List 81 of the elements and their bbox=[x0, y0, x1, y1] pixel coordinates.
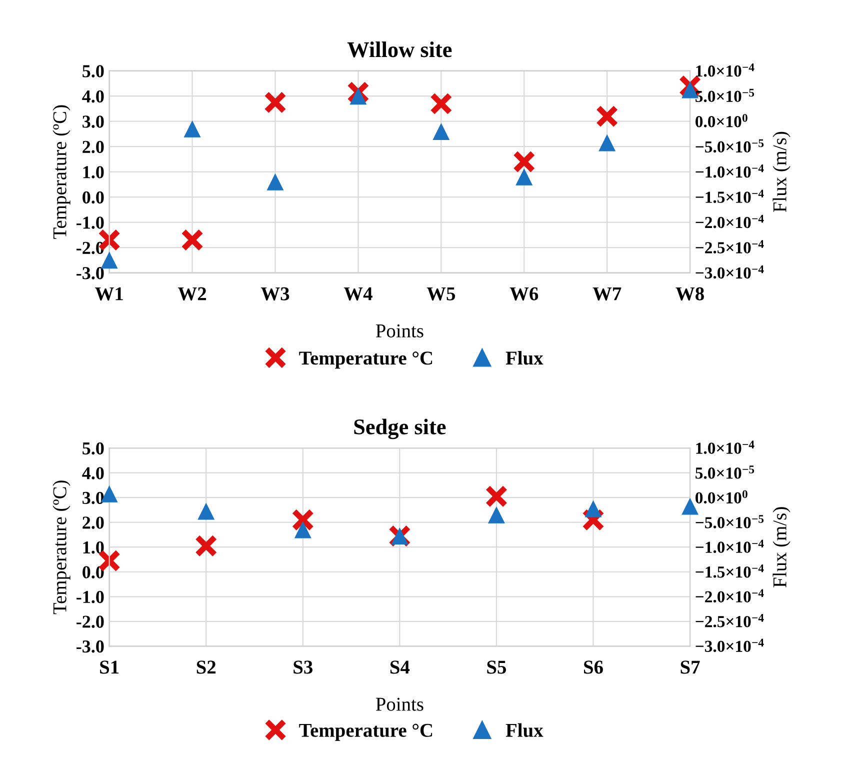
legend-label: Flux bbox=[506, 350, 544, 365]
point bbox=[485, 485, 508, 508]
point bbox=[194, 534, 218, 558]
x-tick-label: S7 bbox=[680, 660, 700, 674]
x-tick-label: S6 bbox=[584, 660, 603, 674]
y-tick-label: 2.0 bbox=[82, 516, 104, 529]
y2-tick-label: −5.0×10$^{−5}$ bbox=[696, 139, 764, 153]
point bbox=[432, 122, 450, 140]
x-tick-label: W3 bbox=[260, 287, 290, 300]
point bbox=[292, 508, 314, 532]
y-tick-label: 5.0 bbox=[82, 65, 104, 78]
point bbox=[516, 168, 533, 186]
y-tick-label: 3.0 bbox=[82, 116, 104, 128]
x-tick-label: W1 bbox=[95, 287, 123, 300]
legend-label: Flux bbox=[506, 723, 544, 737]
point bbox=[266, 173, 284, 190]
point bbox=[582, 508, 605, 532]
y-tick-label: 3.0 bbox=[82, 492, 104, 504]
y-tick-label: 1.0 bbox=[83, 541, 104, 554]
y2-tick-label: 1.0×10$^{−4}$ bbox=[696, 440, 754, 454]
y2-tick-label: −1.5×10$^{−4}$ bbox=[696, 190, 764, 203]
y2-tick-label: −2.5×10$^{−4}$ bbox=[696, 240, 764, 254]
x-tick-label: W4 bbox=[344, 287, 372, 300]
y2-tick-label: −3.0×10$^{−4}$ bbox=[696, 638, 764, 652]
point bbox=[512, 150, 536, 174]
x-tick-label: W5 bbox=[426, 287, 456, 300]
point bbox=[184, 120, 201, 138]
y-tick-label: 1.0 bbox=[83, 166, 104, 178]
y2-tick-label: 5.0×10$^{−5}$ bbox=[696, 88, 754, 102]
y2-tick-label: 5.0×10$^{−5}$ bbox=[696, 466, 754, 479]
y-tick-label: 2.0 bbox=[82, 140, 104, 154]
y-tick-label: 0.0 bbox=[82, 191, 104, 204]
point bbox=[198, 502, 215, 520]
y2-tick-label: 0.0×10$^{0}$ bbox=[696, 114, 748, 128]
y-tick-label: -1.0 bbox=[76, 216, 104, 229]
y-tick-label: 4.0 bbox=[82, 90, 104, 103]
y-axis-title: Temperature (ºC) bbox=[52, 480, 70, 614]
y-tick-label: 5.0 bbox=[82, 442, 104, 455]
x-tick-label: W2 bbox=[178, 287, 206, 300]
x-tick-label: W6 bbox=[510, 287, 538, 300]
x-tick-label: S2 bbox=[196, 660, 216, 674]
point bbox=[346, 81, 370, 104]
x-tick-label: W7 bbox=[592, 287, 622, 300]
x-tick-label: S3 bbox=[294, 660, 312, 674]
point bbox=[294, 521, 312, 538]
point bbox=[584, 500, 602, 518]
x-tick-label: S4 bbox=[390, 660, 410, 674]
point bbox=[180, 228, 204, 252]
point bbox=[598, 134, 616, 152]
y2-tick-label: −2.0×10$^{−4}$ bbox=[696, 214, 764, 228]
legend-label: Temperature °C bbox=[299, 724, 432, 741]
y2-tick-label: 1.0×10$^{−4}$ bbox=[696, 63, 754, 77]
point bbox=[264, 91, 287, 114]
x-tick-label: W8 bbox=[676, 287, 704, 300]
y2-axis-title: Flux (m/s) bbox=[772, 507, 790, 588]
x-tick-label: S1 bbox=[100, 660, 119, 674]
y-tick-label: -3.0 bbox=[76, 267, 104, 280]
chart-title: Willow site bbox=[347, 42, 452, 58]
x-tick-label: S5 bbox=[487, 660, 506, 674]
x-axis-title: Points bbox=[376, 324, 424, 338]
y2-tick-label: −2.5×10$^{−4}$ bbox=[696, 614, 764, 628]
y2-axis-title: Flux (m/s) bbox=[772, 132, 790, 212]
x-axis-title: Points bbox=[376, 698, 424, 711]
point bbox=[488, 506, 505, 524]
chart-title: Sedge site bbox=[354, 418, 446, 440]
y2-tick-label: 0.0×10$^{0}$ bbox=[696, 490, 748, 504]
y2-tick-label: −3.0×10$^{−4}$ bbox=[696, 265, 764, 279]
point bbox=[350, 88, 367, 105]
y-tick-label: -3.0 bbox=[76, 640, 104, 653]
y2-tick-label: −1.0×10$^{−4}$ bbox=[696, 540, 764, 554]
point bbox=[430, 92, 452, 115]
y-tick-label: -1.0 bbox=[76, 590, 104, 604]
y-tick-label: -2.0 bbox=[76, 616, 104, 628]
y2-tick-label: −1.5×10$^{−4}$ bbox=[696, 564, 764, 578]
y2-tick-label: −1.0×10$^{−4}$ bbox=[696, 164, 764, 178]
y2-tick-label: −5.0×10$^{−5}$ bbox=[696, 515, 764, 528]
y-axis-title: Temperature (ºC) bbox=[52, 105, 70, 239]
y2-tick-label: −2.0×10$^{−4}$ bbox=[696, 589, 764, 603]
y-tick-label: 4.0 bbox=[82, 467, 104, 480]
legend-label: Temperature °C bbox=[299, 352, 432, 369]
point bbox=[596, 105, 618, 128]
